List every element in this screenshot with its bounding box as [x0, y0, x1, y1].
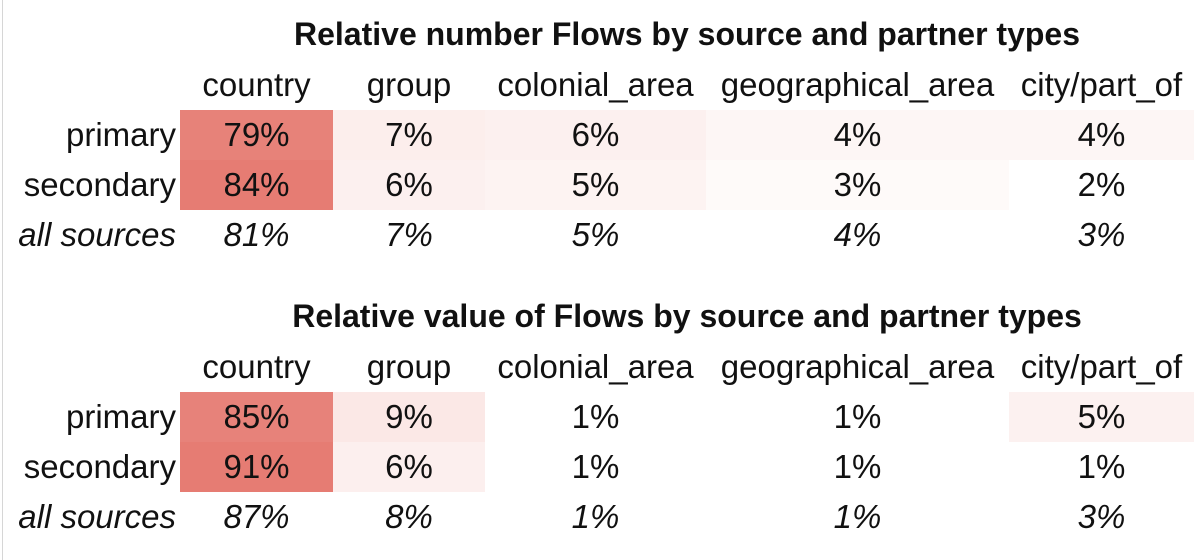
heatmap-cell[interactable]: 1% — [485, 442, 706, 492]
heatmap-cell[interactable]: 2% — [1009, 160, 1194, 210]
total-cell[interactable]: 8% — [385, 498, 433, 535]
column-header: group — [366, 66, 452, 103]
column-header: country — [202, 348, 311, 385]
total-cell[interactable]: 5% — [571, 216, 620, 253]
heatmap-cell[interactable]: 85% — [180, 392, 333, 442]
row-label: secondary — [23, 166, 176, 203]
column-header: city/part_of — [1020, 66, 1183, 103]
total-row-label: all sources — [18, 498, 176, 535]
heatmap-cell[interactable]: 6% — [485, 110, 706, 160]
heatmap-cell[interactable]: 84% — [180, 160, 333, 210]
table-block: Relative number Flows by source and part… — [0, 0, 1201, 260]
heatmap-cell[interactable]: 3% — [706, 160, 1009, 210]
column-header: group — [366, 348, 452, 385]
heatmap-cell[interactable]: 7% — [333, 110, 485, 160]
column-header: geographical_area — [720, 66, 995, 103]
total-cell[interactable]: 7% — [385, 216, 433, 253]
heatmap-cell[interactable]: 4% — [1009, 110, 1194, 160]
total-cell[interactable]: 87% — [223, 498, 290, 535]
heatmap-cell[interactable]: 5% — [1009, 392, 1194, 442]
heatmap-cell[interactable]: 6% — [333, 160, 485, 210]
column-header: colonial_area — [497, 66, 694, 103]
total-cell[interactable]: 1% — [833, 498, 882, 535]
heatmap-cell[interactable]: 6% — [333, 442, 485, 492]
table-title: Relative number Flows by source and part… — [294, 16, 1080, 52]
table-title: Relative value of Flows by source and pa… — [292, 298, 1082, 334]
row-label: secondary — [23, 448, 176, 485]
heatmap-cell[interactable]: 1% — [706, 392, 1009, 442]
heatmap-cell[interactable]: 79% — [180, 110, 333, 160]
total-row-label: all sources — [18, 216, 176, 253]
column-header: geographical_area — [720, 348, 995, 385]
table-block: Relative value of Flows by source and pa… — [0, 282, 1201, 542]
total-cell[interactable]: 3% — [1077, 216, 1126, 253]
heatmap-cell[interactable]: 1% — [706, 442, 1009, 492]
heatmap-cell[interactable]: 1% — [1009, 442, 1194, 492]
row-label: primary — [65, 116, 176, 153]
column-header: country — [202, 66, 311, 103]
heatmap-cell[interactable]: 9% — [333, 392, 485, 442]
column-header: colonial_area — [497, 348, 694, 385]
heatmap-cell[interactable]: 5% — [485, 160, 706, 210]
column-header: city/part_of — [1020, 348, 1183, 385]
row-label: primary — [65, 398, 176, 435]
heatmap-cell[interactable]: 1% — [485, 392, 706, 442]
heatmap-cell[interactable]: 4% — [706, 110, 1009, 160]
heatmap-cell[interactable]: 91% — [180, 442, 333, 492]
total-cell[interactable]: 1% — [571, 498, 620, 535]
total-cell[interactable]: 4% — [833, 216, 882, 253]
total-cell[interactable]: 3% — [1077, 498, 1126, 535]
total-cell[interactable]: 81% — [223, 216, 290, 253]
sheet-gridline — [2, 0, 3, 560]
